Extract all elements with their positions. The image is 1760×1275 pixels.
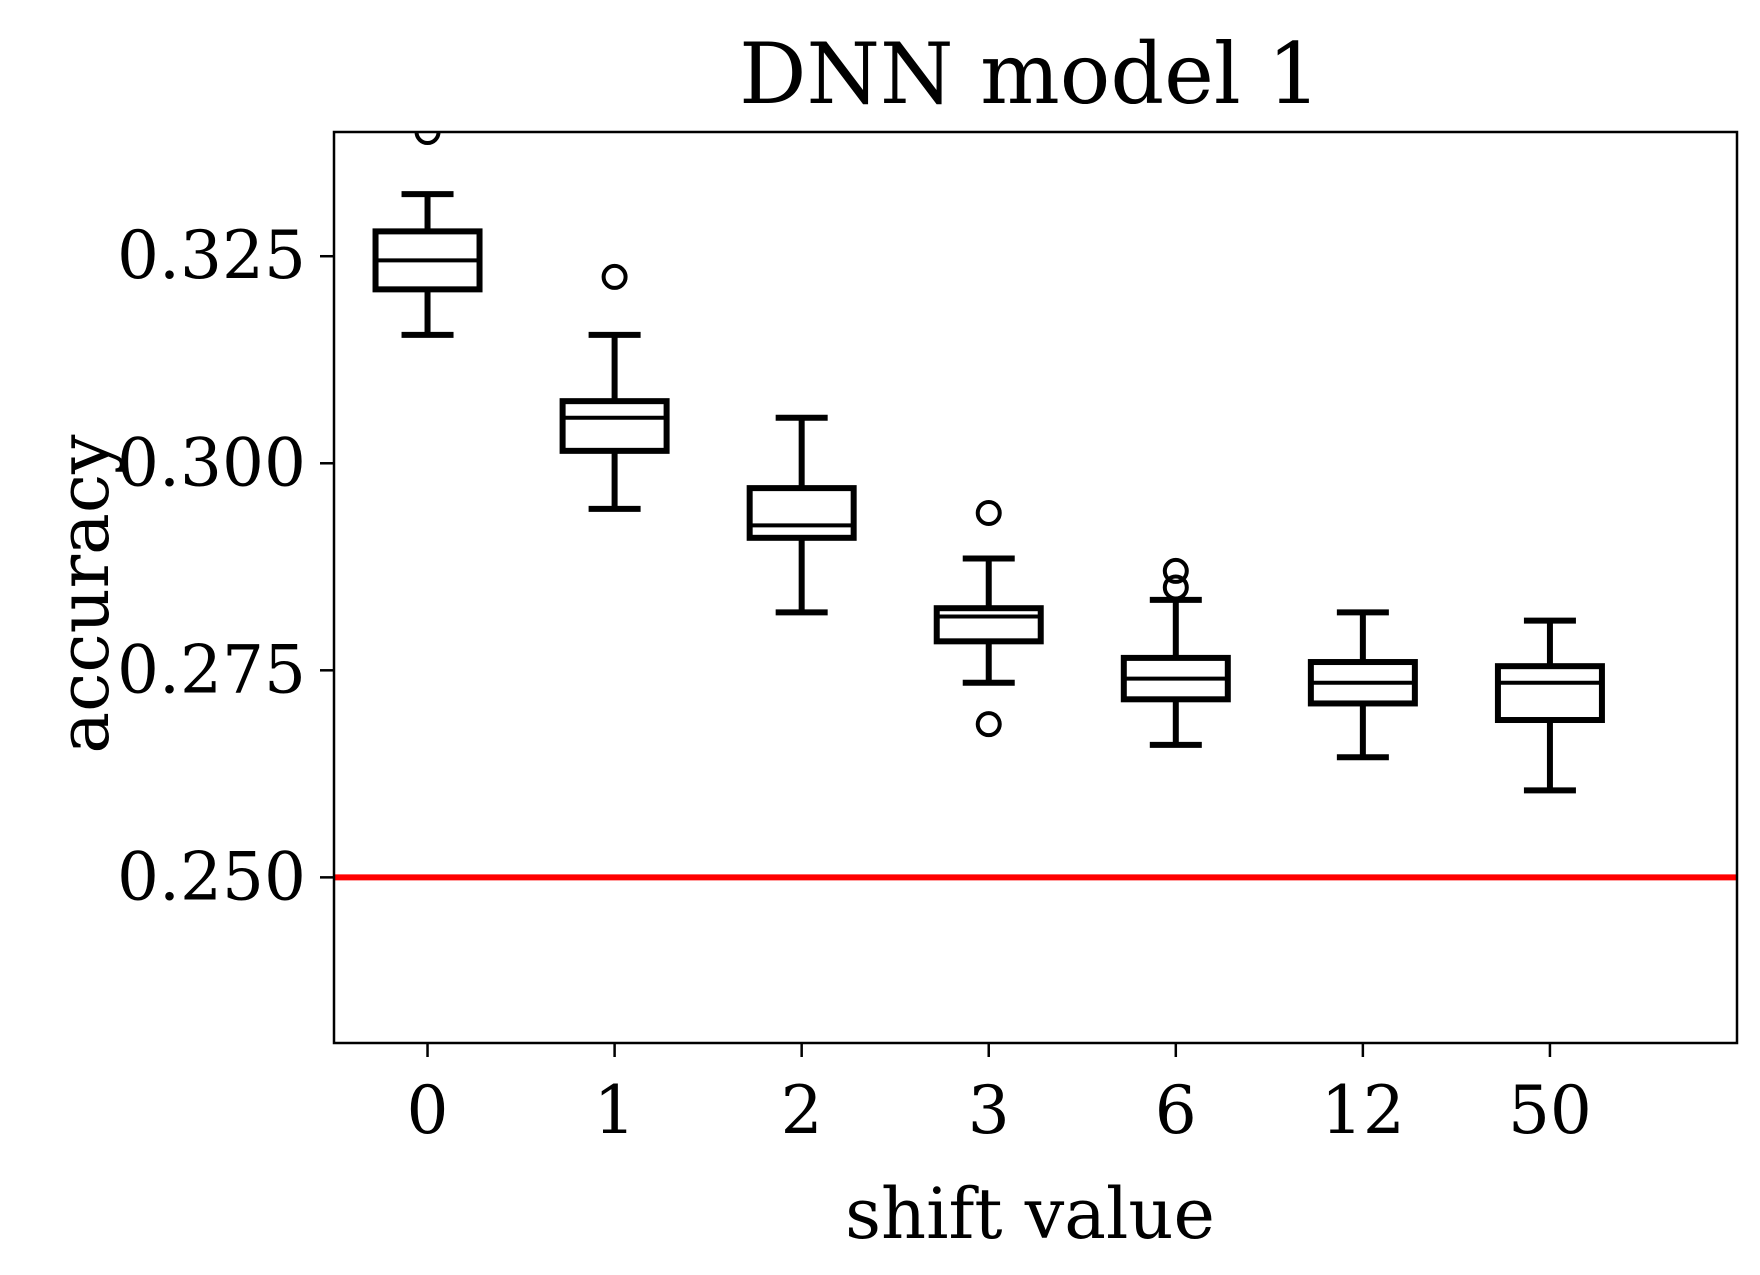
x-tick-label: 50 [1508, 1072, 1592, 1149]
x-tick-label: 6 [1155, 1072, 1197, 1149]
x-axis-label: shift value [845, 1173, 1215, 1255]
outlier-point [414, 132, 441, 145]
chart-title: DNN model 1 [739, 25, 1321, 123]
box [933, 605, 1044, 645]
y-tick-label: 0.300 [117, 424, 306, 501]
y-axis-label: accuracy [43, 434, 125, 754]
outlier-point [975, 711, 1002, 738]
x-tick-label: 3 [968, 1072, 1010, 1149]
box [746, 485, 857, 541]
y-tick-label: 0.250 [117, 838, 306, 915]
x-tick-label: 2 [781, 1072, 823, 1149]
outlier-point [601, 263, 628, 290]
x-tick-label: 1 [594, 1072, 636, 1149]
y-tick-label: 0.275 [117, 631, 306, 708]
data-marks [334, 132, 1737, 881]
box [1494, 663, 1605, 724]
plot-frame [332, 130, 1739, 1045]
outlier-point [1162, 557, 1189, 584]
box [559, 398, 670, 454]
y-tick-label: 0.325 [117, 217, 306, 294]
x-tick-label: 12 [1321, 1072, 1405, 1149]
x-tick-label: 0 [407, 1072, 449, 1149]
outlier-point [1162, 574, 1189, 601]
outlier-point [975, 499, 1002, 526]
